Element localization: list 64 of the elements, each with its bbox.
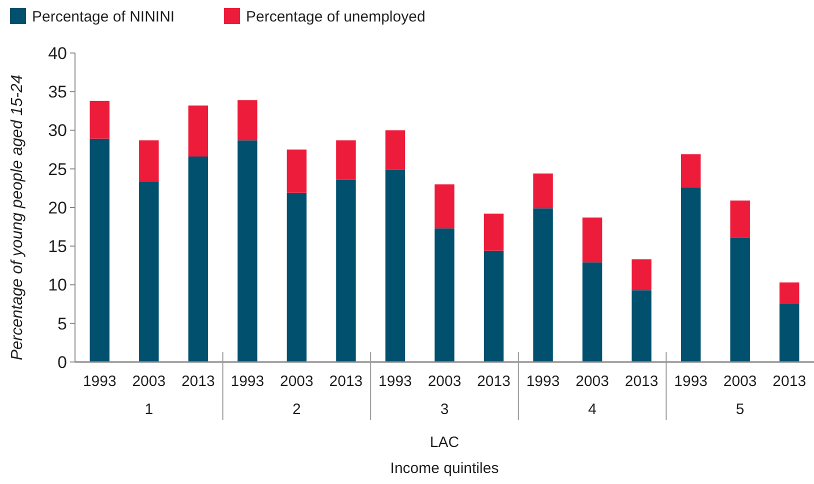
x-tick-label: 2013: [477, 373, 510, 390]
text: LAC: [430, 434, 460, 451]
y-tick-label: 0: [58, 352, 67, 372]
y-tick-label: 10: [48, 276, 67, 295]
x-tick-label: 2003: [428, 373, 462, 390]
bar: [434, 184, 454, 228]
x-tick-label: 2003: [280, 373, 314, 390]
x-tick-label: 2013: [772, 373, 806, 390]
x-tick-label: 1993: [230, 373, 264, 390]
bar: [188, 156, 208, 362]
bar: [484, 250, 504, 362]
x-tick-label: 2003: [132, 373, 166, 390]
bar: [90, 100, 110, 139]
y-tick-label: 20: [48, 198, 67, 218]
bar: [139, 181, 159, 362]
bar: [286, 192, 307, 362]
x-tick-label: 2003: [723, 373, 757, 390]
x-axis-title: Income quintiles: [390, 460, 499, 477]
x-tick-label: 2013: [624, 373, 658, 390]
bar: [632, 290, 652, 362]
legend-label: Percentage of NININI: [32, 8, 175, 26]
bar: [434, 228, 454, 362]
bar: [336, 140, 356, 180]
bar: [730, 238, 750, 362]
bar: [385, 130, 406, 170]
y-tick-label: 15: [48, 237, 67, 256]
x-tick-label: 1993: [82, 373, 116, 390]
bar: [139, 140, 159, 182]
bar: [286, 150, 307, 193]
bar: [780, 303, 800, 362]
bar: [336, 180, 356, 362]
bar: [582, 218, 602, 262]
y-axis-title: Percentage of young people aged 15-24: [9, 74, 26, 360]
text: 4: [588, 401, 596, 418]
x-tick-label: 2013: [181, 373, 215, 390]
bar: [680, 187, 701, 362]
bar: [632, 259, 652, 290]
bar: [238, 140, 258, 362]
y-tick-label: 30: [48, 121, 67, 140]
text: 2: [292, 401, 301, 418]
bar: [533, 174, 553, 208]
legend-label: Percentage of unemployed: [246, 8, 426, 26]
bar: [90, 138, 110, 362]
bar: [680, 154, 701, 188]
x-tick-label: 1993: [674, 373, 708, 390]
bar: [780, 282, 800, 304]
y-tick-label: 25: [48, 160, 67, 179]
x-tick-label: 1993: [378, 373, 412, 390]
bar: [582, 262, 602, 362]
text: 3: [440, 401, 449, 418]
text: 5: [736, 401, 744, 418]
bar: [730, 200, 750, 238]
bar: [385, 170, 406, 362]
bar: [188, 106, 208, 157]
bar: [238, 100, 258, 140]
bar: [484, 214, 504, 251]
y-tick-label: 40: [48, 44, 67, 63]
x-tick-label: 2013: [329, 373, 363, 390]
x-tick-label: 1993: [526, 373, 560, 390]
bar: [533, 208, 553, 362]
y-tick-label: 5: [58, 314, 67, 334]
y-tick-label: 35: [48, 82, 67, 102]
x-tick-label: 2003: [576, 373, 609, 390]
text: 1: [144, 401, 154, 418]
